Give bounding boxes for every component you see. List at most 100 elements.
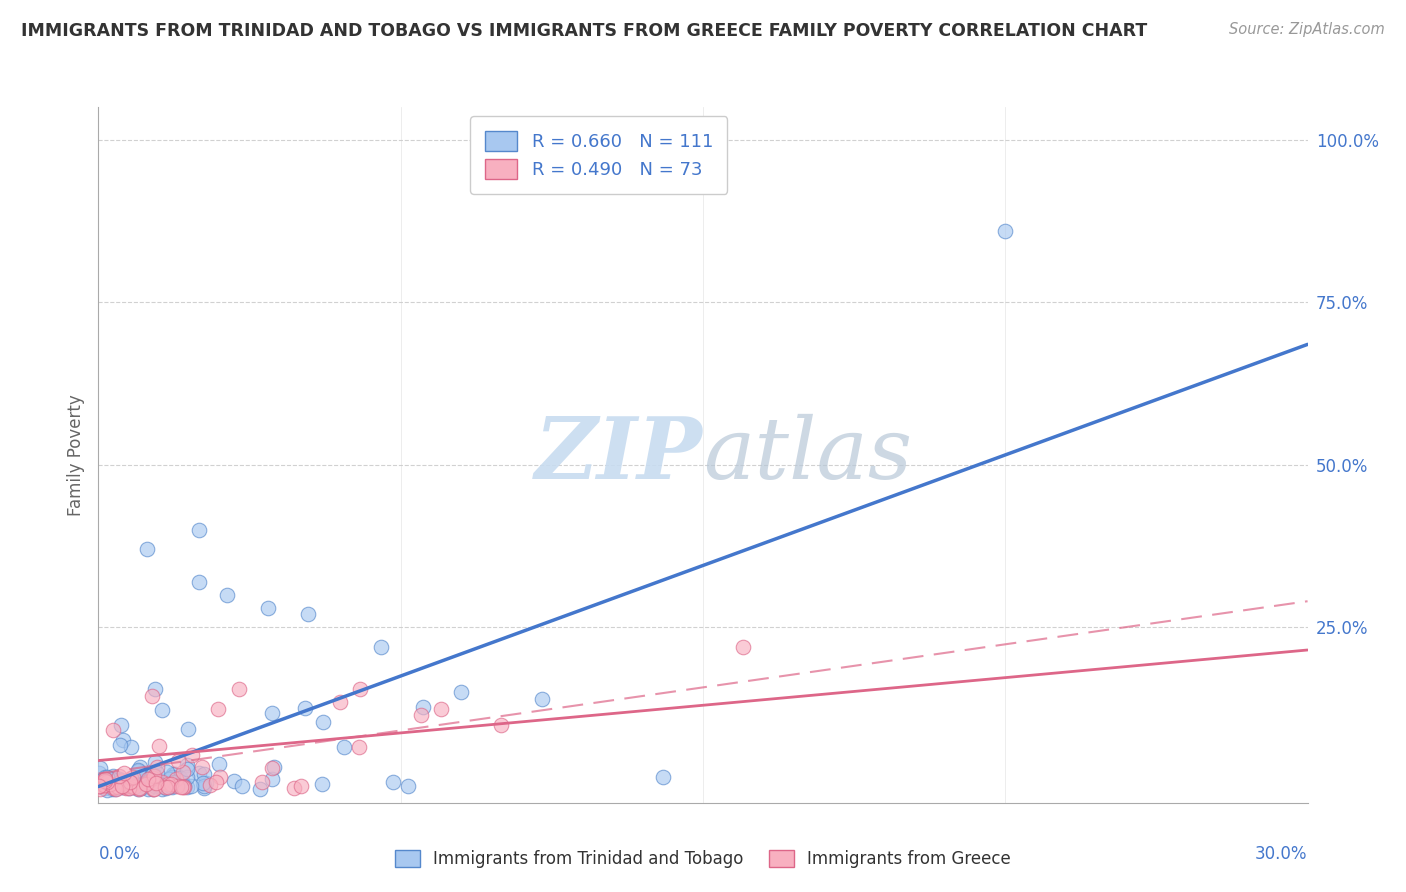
Point <box>134 767 156 781</box>
Point <box>132 778 155 792</box>
Point <box>94 770 117 784</box>
Point <box>141 772 163 787</box>
Text: 0.0%: 0.0% <box>98 845 141 863</box>
Point <box>170 780 193 794</box>
Point <box>146 778 169 792</box>
Point <box>98 777 121 791</box>
Point <box>176 758 198 772</box>
Point <box>107 776 129 790</box>
Point <box>122 772 145 786</box>
Point <box>159 772 181 786</box>
Point <box>193 780 215 795</box>
Point <box>94 773 117 788</box>
Point <box>112 766 135 780</box>
Text: 30.0%: 30.0% <box>1256 845 1308 863</box>
Point <box>191 760 214 774</box>
Point <box>120 771 142 785</box>
Point <box>142 781 165 796</box>
Point <box>143 681 166 696</box>
Point <box>409 708 432 723</box>
Point <box>100 772 122 787</box>
Point <box>138 772 160 786</box>
Point <box>108 772 131 786</box>
Point <box>141 689 163 703</box>
Point <box>134 774 156 789</box>
Point <box>193 779 215 793</box>
Point <box>167 754 190 768</box>
Point <box>104 782 127 797</box>
Point <box>153 776 176 790</box>
Point <box>127 764 149 778</box>
Point <box>396 779 419 793</box>
Point <box>156 776 179 790</box>
Point <box>370 640 392 654</box>
Point <box>651 770 673 784</box>
Point <box>93 772 115 786</box>
Point <box>111 733 134 747</box>
Point <box>150 775 173 789</box>
Point <box>412 699 434 714</box>
Point <box>157 772 180 787</box>
Point <box>173 779 195 793</box>
Point <box>114 779 136 793</box>
Point <box>430 701 453 715</box>
Point <box>89 782 111 797</box>
Point <box>94 772 117 786</box>
Point <box>101 780 124 795</box>
Point <box>142 772 165 786</box>
Point <box>491 718 513 732</box>
Point <box>176 780 198 795</box>
Point <box>128 780 150 795</box>
Point <box>128 780 150 795</box>
Point <box>127 782 149 797</box>
Point <box>107 780 129 794</box>
Point <box>994 224 1017 238</box>
Point <box>93 778 115 792</box>
Point <box>145 759 167 773</box>
Point <box>195 776 218 790</box>
Point <box>153 780 176 795</box>
Point <box>93 781 115 796</box>
Point <box>172 780 194 794</box>
Point <box>87 779 110 793</box>
Point <box>169 772 191 786</box>
Point <box>166 780 188 794</box>
Point <box>96 775 118 789</box>
Point <box>122 770 145 784</box>
Point <box>231 779 253 793</box>
Point <box>311 777 333 791</box>
Point <box>193 767 215 781</box>
Point <box>262 706 284 721</box>
Point <box>114 780 136 794</box>
Point <box>143 769 166 783</box>
Point <box>347 740 370 755</box>
Point <box>142 769 165 783</box>
Point <box>165 772 187 786</box>
Point <box>118 774 141 789</box>
Point <box>103 780 125 795</box>
Point <box>256 600 278 615</box>
Point <box>176 762 198 776</box>
Point <box>160 777 183 791</box>
Point <box>260 760 283 774</box>
Point <box>96 771 118 785</box>
Point <box>176 770 198 784</box>
Point <box>312 714 335 729</box>
Point <box>145 776 167 790</box>
Point <box>101 782 124 797</box>
Point <box>121 779 143 793</box>
Point <box>107 769 129 783</box>
Point <box>103 723 125 737</box>
Point <box>163 775 186 789</box>
Point <box>146 765 169 780</box>
Point <box>128 782 150 797</box>
Point <box>90 775 112 789</box>
Point <box>141 768 163 782</box>
Point <box>108 738 131 752</box>
Point <box>250 775 273 789</box>
Point <box>104 782 127 797</box>
Point <box>91 777 114 791</box>
Point <box>150 703 173 717</box>
Point <box>118 780 141 795</box>
Text: Source: ZipAtlas.com: Source: ZipAtlas.com <box>1229 22 1385 37</box>
